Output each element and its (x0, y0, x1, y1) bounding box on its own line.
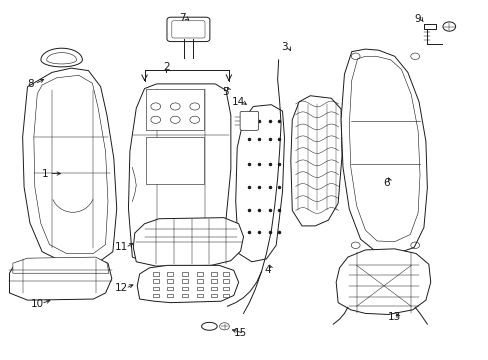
Bar (223, 279, 228, 283)
Polygon shape (290, 96, 341, 226)
Text: 7: 7 (179, 13, 185, 23)
Polygon shape (137, 265, 238, 303)
Text: 4: 4 (264, 265, 271, 275)
Bar (211, 272, 217, 276)
Bar (146, 89, 203, 130)
Polygon shape (47, 53, 77, 64)
Text: 8: 8 (27, 79, 34, 89)
Bar (223, 272, 228, 276)
Bar (223, 287, 228, 290)
Text: 6: 6 (383, 178, 389, 188)
Bar (167, 279, 173, 283)
Ellipse shape (201, 322, 217, 330)
Text: 1: 1 (42, 168, 49, 179)
FancyBboxPatch shape (166, 17, 209, 41)
Bar (182, 294, 187, 297)
Polygon shape (9, 258, 112, 300)
Bar (182, 272, 187, 276)
Bar (223, 294, 228, 297)
Text: 10: 10 (31, 299, 44, 309)
Bar (196, 272, 202, 276)
Bar (182, 287, 187, 290)
Text: 15: 15 (233, 328, 247, 338)
Polygon shape (13, 257, 109, 273)
Bar (153, 279, 158, 283)
Text: 11: 11 (115, 242, 128, 252)
Bar (196, 294, 202, 297)
Polygon shape (128, 84, 230, 264)
Bar (211, 294, 217, 297)
Bar (211, 279, 217, 283)
FancyBboxPatch shape (240, 111, 258, 130)
Bar (211, 287, 217, 290)
Polygon shape (340, 49, 427, 253)
Text: 9: 9 (413, 14, 420, 24)
Polygon shape (34, 75, 108, 253)
Bar (167, 272, 173, 276)
Polygon shape (22, 68, 117, 262)
Text: 3: 3 (281, 42, 287, 51)
Polygon shape (348, 56, 419, 242)
Bar (196, 279, 202, 283)
Bar (167, 287, 173, 290)
Bar (196, 287, 202, 290)
Polygon shape (41, 48, 82, 67)
Text: 12: 12 (115, 283, 128, 293)
Bar (167, 294, 173, 297)
Polygon shape (335, 249, 430, 315)
Text: 13: 13 (387, 312, 401, 322)
FancyBboxPatch shape (171, 21, 204, 38)
Text: 14: 14 (231, 97, 245, 107)
Polygon shape (133, 218, 243, 266)
Text: 2: 2 (163, 62, 169, 72)
Bar (153, 294, 158, 297)
Bar (146, 137, 203, 184)
Bar (182, 279, 187, 283)
Polygon shape (235, 105, 284, 262)
Bar (153, 272, 158, 276)
Text: 5: 5 (222, 87, 229, 97)
Bar (153, 287, 158, 290)
